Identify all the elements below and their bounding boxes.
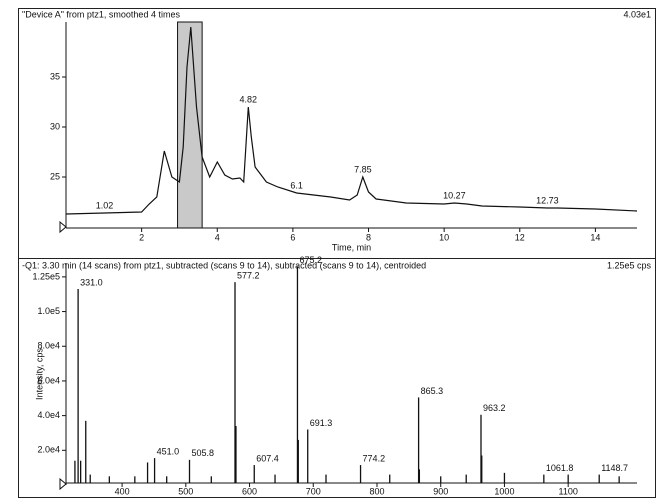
- peak-label: 1.02: [96, 200, 114, 210]
- peak-label: 7.85: [354, 164, 372, 174]
- axis-marker: [59, 477, 67, 491]
- chromatogram-line: [65, 26, 638, 215]
- y-tick-label: 2.0e4: [37, 445, 60, 455]
- peak-label: 331.0: [80, 277, 103, 287]
- x-tick-label: 8: [366, 232, 371, 242]
- peak-label: 691.3: [310, 418, 333, 428]
- peak-label: 1148.7: [601, 463, 628, 473]
- chromatogram-panel: [18, 8, 656, 259]
- x-tick-label: 14: [590, 232, 600, 242]
- peak-label: 4.82: [240, 94, 258, 104]
- y-tick-label: 8.0e4: [37, 341, 60, 351]
- peak-label: 10.27: [443, 190, 466, 200]
- axis-marker: [59, 220, 67, 234]
- peak-label: 607.4: [256, 453, 279, 463]
- spectrum-panel: [18, 258, 656, 498]
- peak-label: 505.8: [192, 448, 215, 458]
- panel-title: "Device A" from ptz1, smoothed 4 times: [22, 9, 180, 19]
- x-tick-label: 6: [290, 232, 295, 242]
- x-tick-label: 500: [178, 486, 193, 496]
- corner-label: 4.03e1: [623, 9, 651, 19]
- x-tick-label: 4: [215, 232, 220, 242]
- x-tick-label: 10: [439, 232, 449, 242]
- x-tick-label: 12: [515, 232, 525, 242]
- peak-label: 774.2: [363, 453, 386, 463]
- x-tick-label: 1100: [558, 486, 577, 496]
- x-tick-label: 2: [139, 232, 144, 242]
- x-tick-label: 1000: [494, 486, 514, 496]
- y-tick-label: 6.0e4: [37, 375, 60, 385]
- y-tick-label: 30: [50, 121, 60, 131]
- y-tick-label: 4.0e4: [37, 410, 60, 420]
- x-tick-label: 900: [433, 486, 448, 496]
- peak-label: 963.2: [483, 403, 506, 413]
- panel-title: -Q1: 3.30 min (14 scans) from ptz1, subt…: [22, 260, 426, 270]
- peak-label: 12.73: [536, 195, 559, 205]
- peak-label: 451.0: [157, 446, 180, 456]
- x-tick-label: 700: [306, 486, 321, 496]
- x-tick-label: 600: [242, 486, 257, 496]
- peak-label: 577.2: [237, 270, 260, 280]
- peak-label: 1061.8: [546, 463, 574, 473]
- peak-label: 675.2: [299, 255, 322, 265]
- peak-label: 6.1: [290, 180, 303, 190]
- peak-label: 865.3: [421, 386, 444, 396]
- x-tick-label: 400: [115, 486, 130, 496]
- x-axis-label: Time, min: [332, 242, 371, 252]
- corner-label: 1.25e5 cps: [607, 260, 652, 270]
- y-tick-label: 1.25e5: [32, 271, 60, 281]
- x-tick-label: 800: [369, 486, 384, 496]
- y-tick-label: 1.0e5: [37, 306, 60, 316]
- y-tick-label: 25: [50, 171, 60, 181]
- y-tick-label: 35: [50, 71, 60, 81]
- y-axis-label: Intensity, cps: [34, 348, 44, 400]
